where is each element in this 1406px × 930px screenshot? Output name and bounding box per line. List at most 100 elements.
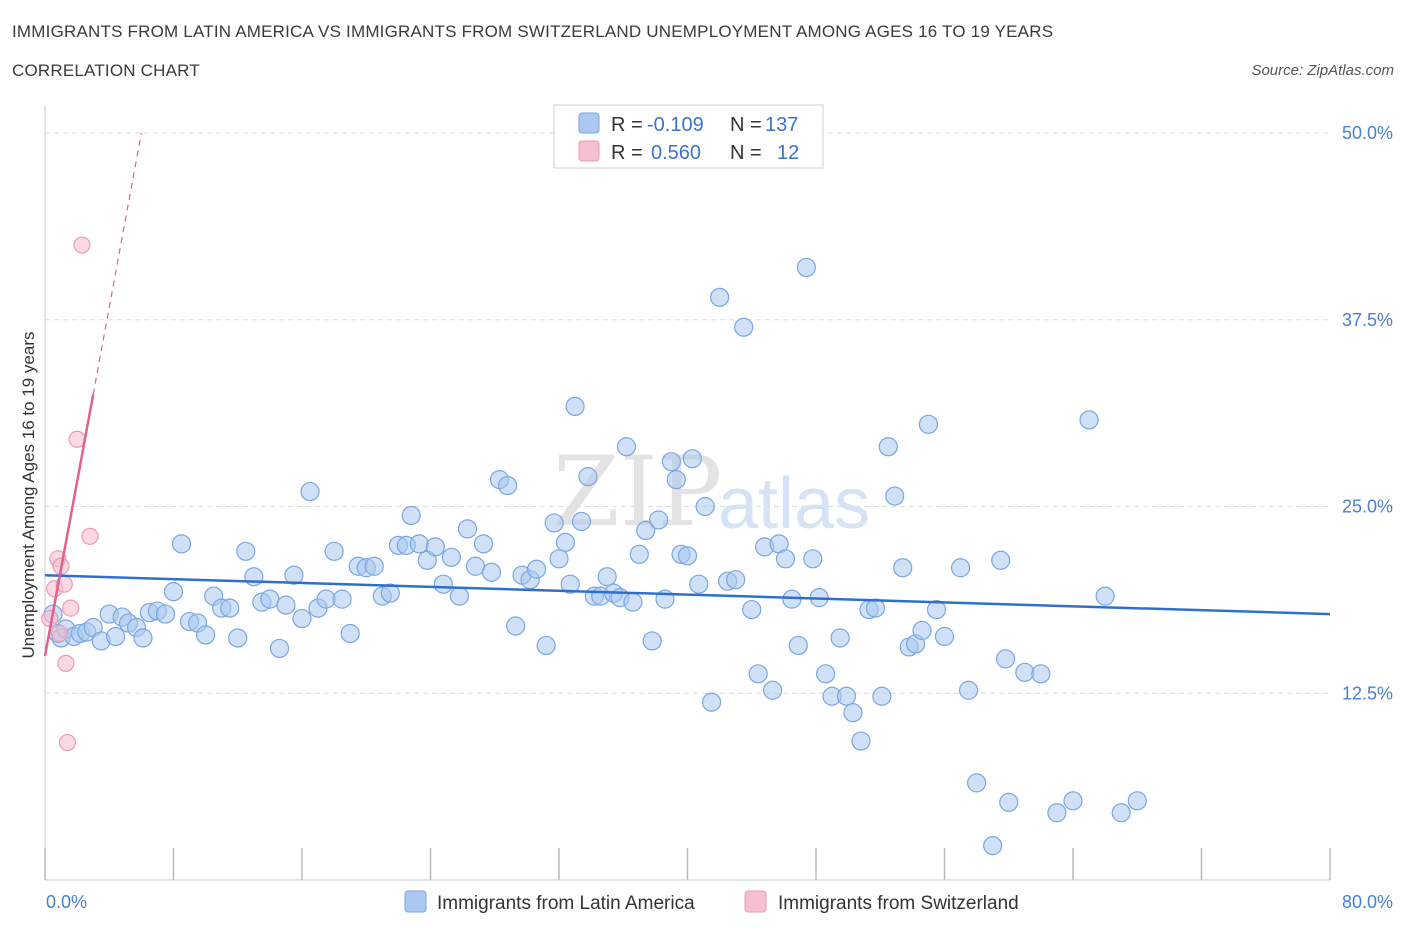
- point-latin-america-75: [597, 567, 617, 587]
- point-latin-america-90: [689, 574, 709, 594]
- y-tick-label-2: 37.5%: [1342, 310, 1393, 330]
- legend-r-value-2: 0.560: [651, 142, 701, 164]
- legend-n-label-1: N =: [730, 114, 762, 136]
- legend-n-value-2: 12: [777, 142, 799, 164]
- point-latin-america-79: [623, 592, 643, 612]
- watermark: ZIP atlas: [553, 436, 870, 548]
- point-latin-america-17: [155, 604, 176, 624]
- point-latin-america-85: [661, 452, 682, 472]
- point-latin-america-104: [788, 635, 808, 656]
- legend-r-label-2: R =: [611, 142, 643, 164]
- point-latin-america-71: [571, 511, 592, 532]
- point-latin-america-127: [958, 680, 979, 700]
- point-latin-america-112: [843, 703, 863, 723]
- point-latin-america-61: [506, 616, 526, 636]
- bottom-legend-swatch-blue: [404, 890, 427, 913]
- point-latin-america-123: [918, 414, 939, 434]
- point-latin-america-137: [1079, 410, 1099, 430]
- point-latin-america-27: [236, 541, 256, 561]
- chart-title: IMMIGRANTS FROM LATIN AMERICA VS IMMIGRA…: [12, 22, 1054, 41]
- point-latin-america-81: [636, 520, 656, 541]
- point-latin-america-67: [549, 549, 569, 569]
- point-latin-america-116: [872, 686, 892, 706]
- point-latin-america-57: [473, 534, 494, 554]
- chart-subtitle: CORRELATION CHART: [12, 61, 200, 80]
- point-latin-america-98: [748, 664, 768, 684]
- point-latin-america-128: [967, 773, 987, 793]
- bottom-legend: Immigrants from Latin America Immigrants…: [404, 890, 1019, 914]
- point-latin-america-102: [775, 549, 796, 569]
- top-legend: R = -0.109 N = 137 R = 0.560 N = 12: [553, 104, 824, 169]
- point-latin-america-53: [441, 547, 461, 567]
- point-latin-america-49: [409, 534, 429, 554]
- point-latin-america-10: [106, 626, 126, 647]
- trend-line-switzerland-extended: [92, 132, 142, 395]
- point-latin-america-58: [481, 562, 502, 582]
- point-latin-america-43: [364, 556, 384, 576]
- point-latin-america-64: [526, 559, 547, 579]
- y-axis-label: Unemployment Among Ages 16 to 19 years: [19, 332, 38, 659]
- point-latin-america-26: [228, 628, 248, 648]
- point-latin-america-55: [457, 519, 478, 539]
- axes: [44, 105, 1331, 881]
- series-switzerland-points: [41, 236, 99, 752]
- point-switzerland-3: [50, 624, 69, 643]
- point-latin-america-140: [1127, 791, 1147, 811]
- point-latin-america-105: [796, 257, 816, 278]
- point-latin-america-89: [682, 449, 702, 469]
- point-latin-america-126: [950, 558, 971, 578]
- series-latin-america-points: [43, 257, 1147, 856]
- legend-n-label-2: N =: [730, 142, 762, 164]
- point-latin-america-56: [465, 556, 486, 576]
- point-latin-america-38: [324, 541, 344, 561]
- x-tick-label-0: 0.0%: [46, 892, 87, 912]
- trend-line-latin-america: [44, 573, 1331, 616]
- point-latin-america-113: [851, 731, 871, 751]
- point-latin-america-68: [555, 532, 576, 552]
- point-latin-america-19: [171, 534, 192, 554]
- y-tick-label-0: 12.5%: [1342, 683, 1393, 703]
- legend-swatch-pink: [578, 140, 600, 162]
- watermark-atlas: atlas: [718, 464, 870, 544]
- point-latin-america-25: [220, 598, 240, 618]
- legend-n-value-1: 137: [765, 114, 798, 136]
- point-latin-america-131: [995, 649, 1016, 669]
- legend-swatch-blue: [578, 112, 600, 134]
- point-latin-america-30: [260, 589, 280, 609]
- point-latin-america-37: [316, 589, 336, 609]
- point-latin-america-28: [244, 567, 264, 587]
- point-switzerland-8: [62, 599, 80, 617]
- bottom-legend-swatch-pink: [744, 890, 767, 913]
- point-latin-america-97: [742, 599, 762, 620]
- point-latin-america-22: [196, 625, 216, 645]
- point-switzerland-10: [73, 236, 91, 254]
- point-latin-america-14: [133, 628, 153, 648]
- legend-r-label-1: R =: [611, 114, 643, 136]
- point-latin-america-78: [616, 437, 637, 457]
- point-latin-america-40: [340, 623, 360, 644]
- point-latin-america-108: [816, 664, 836, 684]
- point-latin-america-32: [276, 595, 296, 615]
- point-latin-america-134: [1031, 664, 1051, 684]
- point-latin-america-45: [380, 583, 400, 603]
- x-tick-labels: 0.0% 80.0%: [46, 892, 1393, 912]
- point-latin-america-100: [763, 680, 783, 700]
- point-latin-america-93: [710, 287, 730, 307]
- point-latin-america-80: [629, 544, 649, 564]
- source-label: Source: ZipAtlas.com: [1251, 62, 1394, 79]
- point-latin-america-65: [536, 635, 556, 656]
- point-latin-america-111: [836, 686, 857, 706]
- point-latin-america-135: [1047, 803, 1067, 823]
- point-latin-america-139: [1111, 803, 1131, 823]
- point-latin-america-34: [292, 608, 312, 629]
- point-latin-america-136: [1063, 791, 1083, 811]
- point-latin-america-52: [433, 574, 453, 594]
- y-tick-labels: 12.5% 25.0% 37.5% 50.0%: [1342, 123, 1393, 703]
- y-tick-label-1: 25.0%: [1342, 497, 1393, 517]
- point-latin-america-33: [284, 565, 304, 585]
- point-latin-america-70: [565, 396, 585, 417]
- point-latin-america-31: [269, 638, 290, 659]
- point-latin-america-118: [885, 486, 905, 506]
- point-latin-america-54: [449, 586, 470, 606]
